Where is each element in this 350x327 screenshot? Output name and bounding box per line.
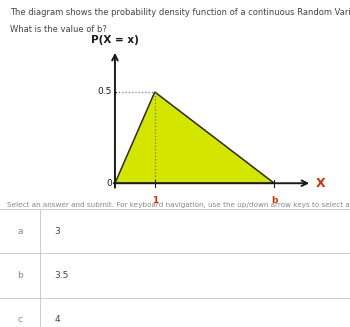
Text: 3: 3 (54, 227, 60, 236)
Text: X: X (316, 177, 326, 190)
Text: 3.5: 3.5 (54, 271, 69, 280)
Text: c: c (18, 315, 23, 324)
Text: 4: 4 (54, 315, 60, 324)
Text: b: b (17, 271, 23, 280)
Text: b: b (271, 196, 278, 205)
Text: The diagram shows the probability density function of a continuous Random Variab: The diagram shows the probability densit… (10, 8, 350, 17)
Text: a: a (18, 227, 23, 236)
Text: What is the value of b?: What is the value of b? (10, 25, 107, 34)
Polygon shape (115, 92, 274, 183)
Text: 1: 1 (152, 196, 158, 205)
Text: 0.5: 0.5 (97, 88, 112, 96)
Text: Select an answer and submit. For keyboard navigation, use the up/down arrow keys: Select an answer and submit. For keyboar… (7, 202, 350, 208)
Text: 0: 0 (106, 179, 112, 188)
Text: P(X = x): P(X = x) (91, 35, 139, 45)
